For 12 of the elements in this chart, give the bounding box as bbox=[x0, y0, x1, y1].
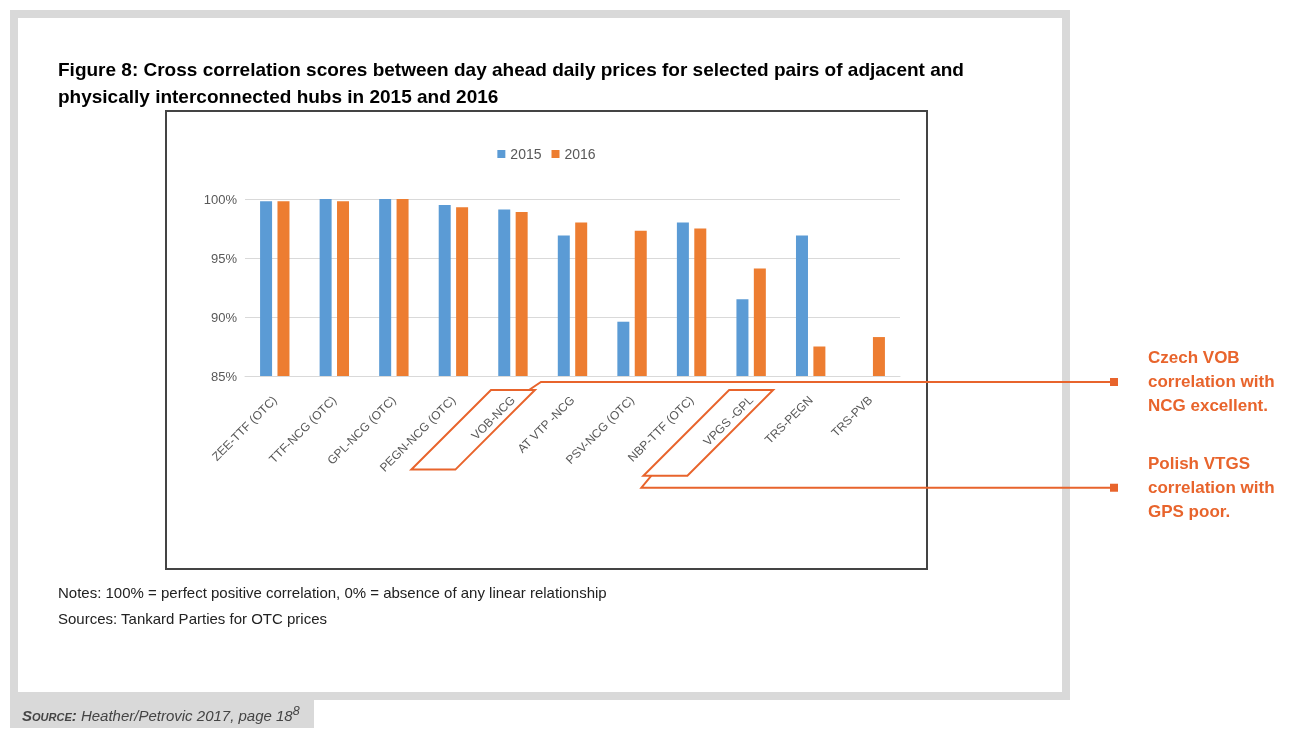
text: Notes: 100% = perfect positive correlation, 0% = absence of any linear relationship bbox=[58, 583, 608, 603]
source-note: Source: Heather/Petrovic 2017, page 18$^{8}$ bbox=[22, 704, 300, 724]
y-tick-label: 100% bbox=[203, 191, 238, 207]
text: Czech VOB correlation with NCG excellent. bbox=[1148, 347, 1276, 417]
chart-title: Figure 8: Cross correlation scores between day ahead daily prices for selected pairs of adjacent and physically interconnected hubs in 2015 and 2016 bbox=[58, 58, 965, 109]
legend-label: 2015 bbox=[510, 146, 542, 162]
text: Polish VTGS correlation with GPS poor. bbox=[1148, 452, 1276, 523]
y-tick-label: 85% bbox=[210, 368, 238, 384]
y-tick-label: 95% bbox=[210, 250, 238, 266]
y-tick-label: 90% bbox=[210, 309, 238, 325]
source-note: Sources: Tankard Parties for OTC prices bbox=[58, 609, 328, 629]
legend-label: 2016 bbox=[564, 146, 596, 162]
